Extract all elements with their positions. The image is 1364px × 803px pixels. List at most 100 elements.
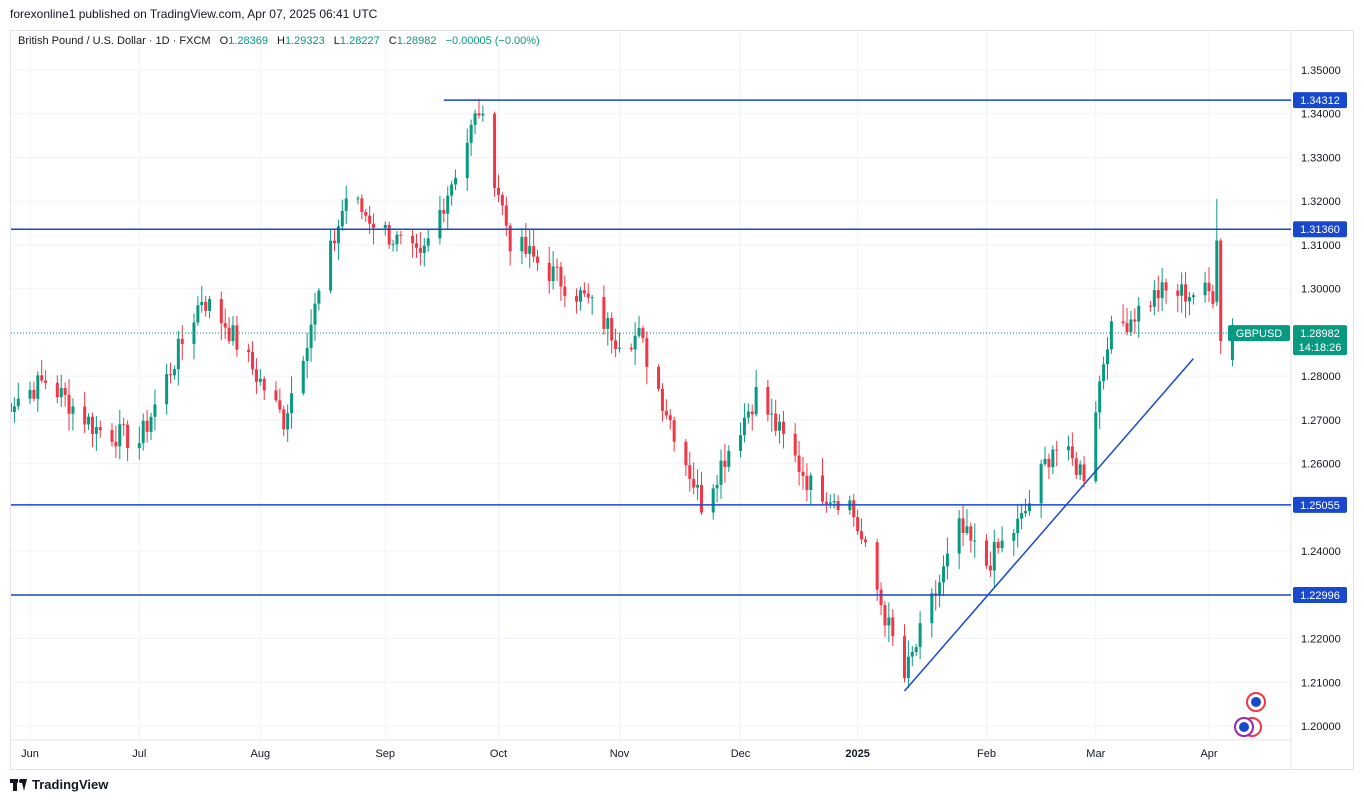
candle-body — [1020, 513, 1024, 519]
trendline[interactable] — [903, 358, 1194, 692]
candle-body — [684, 441, 688, 466]
candle-body — [274, 390, 278, 401]
candle-body — [329, 240, 333, 291]
candle-body — [481, 113, 485, 116]
change-value: −0.00005 (−0.00%) — [445, 35, 540, 47]
candle-body — [1164, 282, 1168, 291]
candle-body — [1098, 381, 1102, 413]
candle-body — [59, 387, 63, 398]
candle-body — [395, 234, 399, 245]
candle-body — [67, 394, 71, 414]
candle-body — [118, 424, 122, 447]
candle-body — [137, 443, 141, 449]
candle-body — [969, 526, 973, 541]
level-price-label: 1.25055 — [1300, 500, 1340, 512]
last-price-label: 1.28982 — [1300, 328, 1340, 340]
candle-body — [438, 209, 442, 239]
y-tick-label: 1.28000 — [1301, 371, 1341, 383]
candle-body — [391, 244, 395, 246]
candle-body — [422, 245, 426, 253]
candle-body — [746, 411, 750, 418]
y-tick-label: 1.22000 — [1301, 634, 1341, 646]
candle-body — [32, 389, 36, 399]
candle-body — [446, 195, 450, 214]
candle-body — [204, 301, 208, 311]
candle-body — [778, 421, 782, 431]
candle-body — [1207, 282, 1211, 292]
candle-body — [40, 375, 44, 381]
candle-body — [258, 378, 262, 382]
candle-body — [450, 184, 454, 196]
candle-body — [590, 297, 594, 299]
candle-body — [942, 566, 946, 583]
x-tick-label: Oct — [490, 748, 507, 760]
candle-body — [1191, 295, 1195, 298]
candle-body — [957, 518, 961, 554]
candle-body — [879, 589, 883, 605]
candle-body — [563, 286, 567, 296]
open-label: O — [219, 35, 229, 47]
candle-body — [750, 411, 754, 415]
symbol-tag-label: GBPUSD — [1236, 328, 1283, 340]
symbol-description[interactable]: British Pound / U.S. Dollar · 1D · FXCM — [18, 35, 211, 47]
candle-body — [1055, 449, 1059, 451]
candle-body — [219, 299, 223, 324]
candle-body — [875, 542, 879, 590]
candle-body — [454, 178, 458, 185]
candle-body — [606, 318, 610, 329]
y-tick-label: 1.20000 — [1301, 721, 1341, 733]
level-price-tag — [1293, 496, 1347, 513]
x-tick-label: Dec — [731, 748, 751, 760]
candle-body — [426, 238, 430, 246]
tradingview-logo[interactable]: TradingView — [10, 777, 108, 792]
candle-body — [114, 441, 118, 447]
y-tick-label: 1.35000 — [1301, 65, 1341, 77]
candle-body — [938, 582, 942, 596]
candle-body — [94, 427, 98, 434]
high-value: 1.29323 — [284, 35, 325, 47]
candle-body — [11, 402, 12, 413]
candle-body — [1125, 322, 1129, 333]
open-value: 1.28369 — [228, 35, 268, 47]
x-tick-label: Apr — [1200, 748, 1217, 760]
candle-body — [176, 338, 180, 370]
candle-body — [610, 318, 614, 341]
candle-body — [1070, 446, 1074, 459]
candle-body — [1082, 464, 1086, 482]
candle-body — [110, 430, 114, 442]
candle-body — [500, 195, 504, 206]
x-tick-label: Aug — [251, 748, 271, 760]
candle-body — [578, 290, 582, 302]
candle-body — [883, 604, 887, 626]
candle-body — [988, 565, 992, 571]
candle-body — [1012, 533, 1016, 541]
x-tick-label: Nov — [610, 748, 630, 760]
close-value: 1.28982 — [396, 35, 437, 47]
candle-body — [1219, 240, 1223, 342]
bar-countdown-label: 14:18:26 — [1299, 342, 1342, 354]
candle-body — [336, 226, 340, 244]
candle-body — [399, 234, 403, 236]
candle-body — [719, 460, 723, 485]
candle-body — [165, 374, 169, 405]
candle-body — [1027, 503, 1031, 512]
y-tick-label: 1.21000 — [1301, 677, 1341, 689]
candle-body — [254, 369, 258, 382]
candle-body — [1024, 511, 1028, 514]
candle-body — [301, 360, 305, 394]
candle-body — [247, 349, 251, 353]
candle-body — [797, 455, 801, 472]
candle-body — [699, 484, 703, 513]
candle-body — [71, 406, 75, 414]
candle-body — [614, 340, 618, 349]
candle-body — [1094, 412, 1098, 482]
candle-body — [63, 387, 67, 395]
y-tick-label: 1.34000 — [1301, 109, 1341, 121]
candle-body — [582, 290, 586, 294]
candle-body — [1066, 446, 1070, 451]
candle-body — [508, 225, 512, 252]
candle-body — [356, 198, 360, 200]
candle-body — [317, 290, 321, 304]
candle-body — [282, 409, 286, 430]
